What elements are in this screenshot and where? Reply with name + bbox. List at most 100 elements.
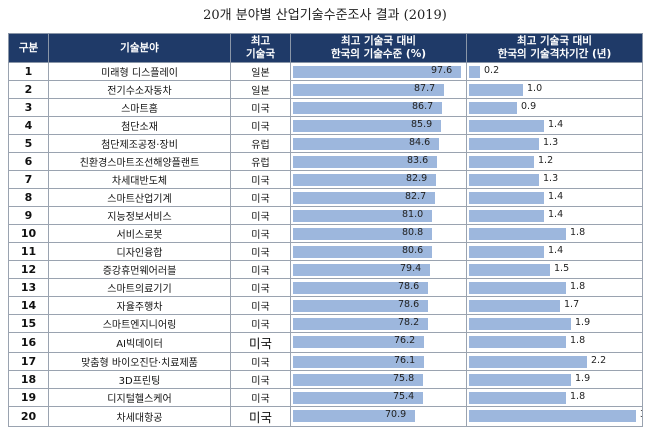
- row-field: 증강휴먼웨어러블: [48, 260, 231, 279]
- level-bar: [293, 282, 428, 294]
- level-bar: [293, 66, 461, 78]
- header-top-country: 최고 기술국: [230, 33, 291, 63]
- table-row: 17 맞춤형 바이오진단·치료제품 미국 76.1 2.2: [8, 352, 643, 371]
- gap-bar: [469, 282, 566, 294]
- header-level: 최고 기술국 대비 한국의 기술수준 (%): [290, 33, 467, 63]
- header-row: 구분 기술분야 최고 기술국 최고 기술국 대비 한국의 기술수준 (%) 최고…: [8, 33, 643, 63]
- gap-bar: [469, 192, 544, 204]
- row-level-cell: 80.8: [290, 224, 467, 243]
- level-value-label: 75.4: [393, 391, 415, 402]
- gap-value-label: 1.8: [570, 281, 586, 292]
- row-top-country: 일본: [230, 62, 291, 81]
- row-top-country: 미국: [230, 370, 291, 389]
- row-gap-cell: 1.3: [466, 134, 643, 153]
- row-rank: 12: [8, 260, 49, 279]
- level-value-label: 87.7: [414, 83, 436, 94]
- gap-bar: [469, 392, 566, 404]
- level-value-label: 82.9: [406, 173, 428, 184]
- level-bar: [293, 228, 432, 240]
- row-field: 첨단소재: [48, 116, 231, 135]
- header-top-line1: 최고: [250, 35, 271, 47]
- row-top-country: 일본: [230, 80, 291, 99]
- row-rank: 18: [8, 370, 49, 389]
- row-top-country: 미국: [230, 206, 291, 225]
- table-row: 9 지능정보서비스 미국 81.0 1.4: [8, 206, 643, 225]
- row-rank: 11: [8, 242, 49, 261]
- row-level-cell: 76.1: [290, 352, 467, 371]
- gap-bar: [469, 66, 480, 78]
- level-value-label: 81.0: [402, 209, 424, 220]
- table-row: 19 디지털헬스케어 미국 75.4 1.8: [8, 388, 643, 407]
- level-bar: [293, 174, 436, 186]
- row-field: 스마트산업기계: [48, 188, 231, 207]
- row-level-cell: 76.2: [290, 332, 467, 353]
- row-top-country: 미국: [230, 406, 291, 427]
- row-level-cell: 97.6: [290, 62, 467, 81]
- row-top-country: 미국: [230, 116, 291, 135]
- row-field: 지능정보서비스: [48, 206, 231, 225]
- chart-title: 20개 분야별 산업기술수준조사 결과 (2019): [203, 8, 447, 23]
- gap-value-label: 0.9: [521, 101, 537, 112]
- row-gap-cell: 0.9: [466, 98, 643, 117]
- row-gap-cell: 1.9: [466, 370, 643, 389]
- gap-bar: [469, 410, 636, 422]
- table-row: 2 전기수소자동차 일본 87.7 1.0: [8, 80, 643, 99]
- row-level-cell: 87.7: [290, 80, 467, 99]
- header-field: 기술분야: [48, 33, 231, 63]
- gap-value-label: 2.2: [591, 355, 607, 366]
- level-value-label: 79.4: [400, 263, 422, 274]
- level-bar: [293, 120, 441, 132]
- level-value-label: 78.6: [398, 299, 420, 310]
- row-level-cell: 82.9: [290, 170, 467, 189]
- row-top-country: 미국: [230, 314, 291, 333]
- level-value-label: 75.8: [393, 373, 415, 384]
- gap-bar: [469, 336, 566, 348]
- table-row: 6 친환경스마트조선해양플랜트 유럽 83.6 1.2: [8, 152, 643, 171]
- gap-value-label: 0.2: [484, 65, 500, 76]
- row-field: 친환경스마트조선해양플랜트: [48, 152, 231, 171]
- row-gap-cell: 1.4: [466, 188, 643, 207]
- row-rank: 8: [8, 188, 49, 207]
- gap-bar: [469, 174, 539, 186]
- gap-bar: [469, 356, 587, 368]
- row-gap-cell: 1.4: [466, 116, 643, 135]
- level-bar: [293, 192, 435, 204]
- row-gap-cell: 0.2: [466, 62, 643, 81]
- level-bar: [293, 392, 423, 404]
- row-rank: 1: [8, 62, 49, 81]
- header-gap-line2: 한국의 기술격차기간 (년): [497, 48, 612, 60]
- row-level-cell: 81.0: [290, 206, 467, 225]
- gap-value-label: 1.5: [554, 263, 570, 274]
- tech-level-table: 구분 기술분야 최고 기술국 최고 기술국 대비 한국의 기술수준 (%) 최고…: [8, 33, 643, 427]
- row-gap-cell: 1.8: [466, 278, 643, 297]
- gap-value-label: 1.9: [575, 373, 591, 384]
- table-row: 7 차세대반도체 미국 82.9 1.3: [8, 170, 643, 189]
- row-rank: 2: [8, 80, 49, 99]
- row-rank: 19: [8, 388, 49, 407]
- gap-bar: [469, 264, 550, 276]
- gap-bar: [469, 120, 544, 132]
- row-gap-cell: 1.8: [466, 332, 643, 353]
- gap-value-label: 1.0: [527, 83, 543, 94]
- row-gap-cell: 2.2: [466, 352, 643, 371]
- row-rank: 14: [8, 296, 49, 315]
- gap-bar: [469, 156, 534, 168]
- table-row: 12 증강휴먼웨어러블 미국 79.4 1.5: [8, 260, 643, 279]
- gap-value-label: 1.4: [548, 245, 564, 256]
- level-bar: [293, 210, 432, 222]
- row-top-country: 미국: [230, 388, 291, 407]
- row-level-cell: 78.2: [290, 314, 467, 333]
- row-rank: 3: [8, 98, 49, 117]
- row-rank: 16: [8, 332, 49, 353]
- row-gap-cell: 1.4: [466, 242, 643, 261]
- gap-value-label: 1.8: [570, 335, 586, 346]
- header-level-line2: 한국의 기술수준 (%): [330, 48, 427, 60]
- row-gap-cell: 1.0: [466, 80, 643, 99]
- row-field: 차세대반도체: [48, 170, 231, 189]
- level-bar: [293, 246, 432, 258]
- header-gap: 최고 기술국 대비 한국의 기술격차기간 (년): [466, 33, 643, 63]
- table-row: 16 AI빅데이터 미국 76.2 1.8: [8, 332, 643, 353]
- gap-bar: [469, 246, 544, 258]
- gap-bar: [469, 318, 571, 330]
- row-gap-cell: 1.8: [466, 224, 643, 243]
